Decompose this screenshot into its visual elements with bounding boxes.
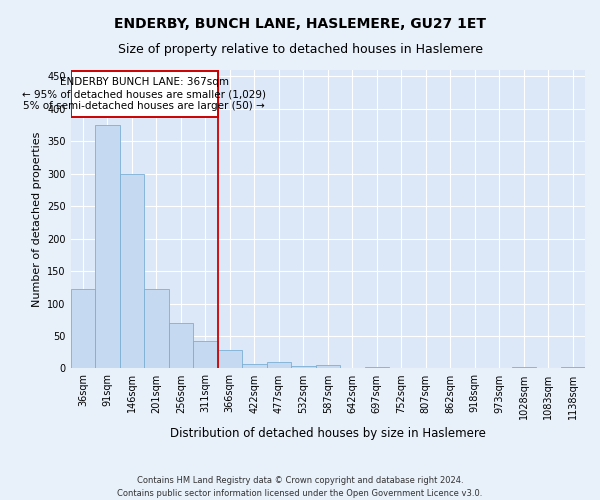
X-axis label: Distribution of detached houses by size in Haslemere: Distribution of detached houses by size … bbox=[170, 427, 486, 440]
Text: Size of property relative to detached houses in Haslemere: Size of property relative to detached ho… bbox=[118, 42, 482, 56]
Text: Contains HM Land Registry data © Crown copyright and database right 2024.
Contai: Contains HM Land Registry data © Crown c… bbox=[118, 476, 482, 498]
Bar bbox=[119, 174, 144, 368]
Text: ENDERBY BUNCH LANE: 367sqm: ENDERBY BUNCH LANE: 367sqm bbox=[59, 76, 229, 86]
FancyBboxPatch shape bbox=[71, 72, 218, 117]
Bar bbox=[242, 364, 266, 368]
Bar bbox=[169, 323, 193, 368]
Text: ENDERBY, BUNCH LANE, HASLEMERE, GU27 1ET: ENDERBY, BUNCH LANE, HASLEMERE, GU27 1ET bbox=[114, 18, 486, 32]
Bar bbox=[365, 367, 389, 368]
Text: 5% of semi-detached houses are larger (50) →: 5% of semi-detached houses are larger (5… bbox=[23, 102, 265, 112]
Bar bbox=[144, 290, 169, 368]
Text: ← 95% of detached houses are smaller (1,029): ← 95% of detached houses are smaller (1,… bbox=[22, 90, 266, 100]
Bar bbox=[71, 290, 95, 368]
Bar bbox=[291, 366, 316, 368]
Y-axis label: Number of detached properties: Number of detached properties bbox=[32, 132, 41, 307]
Bar bbox=[512, 367, 536, 368]
Bar bbox=[560, 367, 585, 368]
Bar bbox=[218, 350, 242, 368]
Bar bbox=[316, 365, 340, 368]
Bar bbox=[266, 362, 291, 368]
Bar bbox=[193, 340, 218, 368]
Bar bbox=[95, 125, 119, 368]
